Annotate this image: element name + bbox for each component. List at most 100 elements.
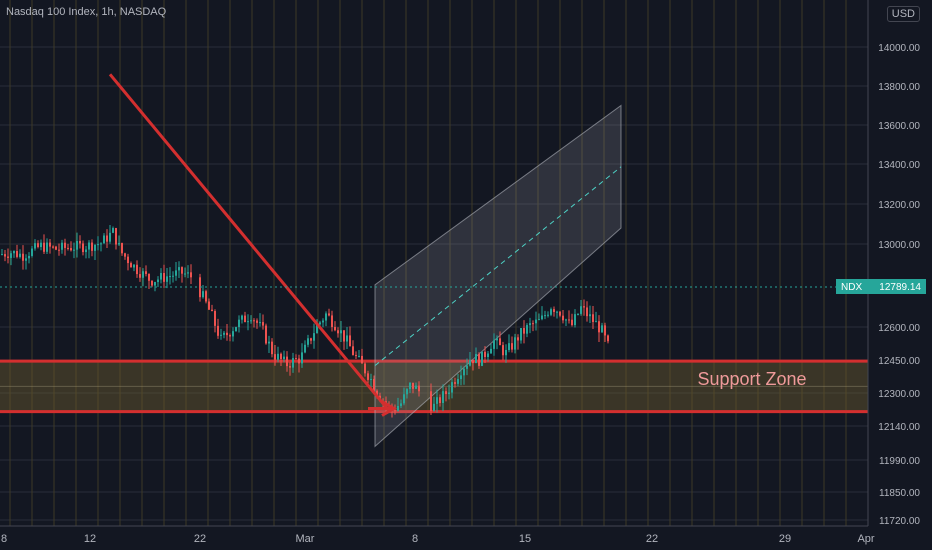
candle-body (442, 391, 444, 404)
candle-body (256, 320, 258, 323)
candle-body (172, 275, 174, 277)
candle-174 (538, 313, 540, 321)
price-label-badge: NDX 12789.14 (836, 279, 926, 294)
candle-body (52, 246, 54, 248)
candle-16 (49, 238, 51, 254)
candle-167 (517, 334, 519, 350)
candle-body (274, 354, 276, 360)
candle-132 (403, 387, 405, 406)
candle-body (25, 258, 27, 261)
candle-body (478, 354, 480, 366)
candle-154 (478, 352, 480, 369)
candle-body (520, 328, 522, 341)
candle-body (70, 248, 72, 251)
candle-body (4, 254, 6, 257)
candle-body (106, 235, 108, 242)
candle-body (10, 253, 12, 258)
candle-body (262, 322, 264, 326)
currency-badge[interactable]: USD (886, 6, 920, 22)
candle-75 (232, 327, 234, 342)
candle-body (235, 327, 237, 332)
price-tick-3: 13400.00 (878, 160, 920, 171)
candle-body (364, 363, 366, 374)
price-tick-0: 14000.00 (878, 43, 920, 54)
candle-body (448, 392, 450, 395)
candle-body (184, 273, 186, 275)
price-tick-6: 12600.00 (878, 323, 920, 334)
candle-79 (244, 311, 246, 323)
candle-body (64, 242, 66, 248)
candle-body (82, 243, 84, 253)
candle-66 (205, 289, 207, 304)
candle-body (511, 343, 513, 350)
candle-82 (253, 318, 255, 328)
candle-body (127, 256, 129, 264)
candle-body (232, 331, 234, 337)
candle-body (484, 351, 486, 358)
candle-56 (169, 267, 171, 285)
candle-100 (307, 334, 309, 348)
candle-6 (19, 249, 21, 259)
candle-183 (565, 318, 567, 327)
candle-12 (37, 240, 39, 249)
candle-body (115, 228, 117, 245)
candle-body (7, 256, 9, 258)
candle-30 (91, 239, 93, 257)
candle-body (445, 391, 447, 395)
candle-115 (352, 340, 354, 356)
candle-166 (514, 333, 516, 354)
candle-body (304, 344, 306, 353)
time-axis[interactable]: 8 12 22 Mar 8 15 22 29 Apr (0, 525, 932, 550)
candle-body (31, 248, 33, 256)
candle-body (298, 358, 300, 364)
candle-body (85, 249, 87, 253)
trend-arrow (108, 73, 397, 417)
candle-15 (46, 238, 48, 254)
candle-body (43, 242, 45, 252)
candle-body (313, 333, 315, 341)
candle-131 (400, 399, 402, 409)
candle-body (415, 385, 417, 389)
candle-58 (175, 261, 177, 281)
candle-body (367, 373, 369, 380)
candle-51 (154, 281, 156, 292)
candle-1 (4, 250, 6, 262)
candle-body (58, 249, 60, 251)
candle-body (577, 313, 579, 315)
candle-body (163, 273, 165, 282)
candle-36 (109, 224, 111, 244)
candle-133 (406, 388, 408, 399)
candle-99 (304, 340, 306, 354)
candle-158 (490, 343, 492, 354)
candle-35 (106, 229, 108, 249)
price-tick-8: 12300.00 (878, 389, 920, 400)
candle-body (466, 365, 468, 369)
candle-68 (211, 304, 213, 312)
candle-body (562, 315, 564, 321)
candle-body (145, 271, 147, 274)
candle-body (328, 313, 330, 316)
candle-body (286, 356, 288, 367)
candle-body (490, 348, 492, 354)
candle-body (166, 276, 168, 282)
candle-body (517, 337, 519, 341)
candle-86 (265, 323, 267, 345)
candle-body (124, 253, 126, 257)
candle-body (151, 280, 153, 286)
candle-39 (118, 235, 120, 246)
candle-body (214, 311, 216, 326)
candle-45 (136, 260, 138, 278)
candle-body (550, 309, 552, 315)
candle-body (181, 267, 183, 274)
candle-body (439, 397, 441, 404)
candle-body (211, 309, 213, 312)
candle-body (34, 243, 36, 249)
price-axis[interactable]: 14000.00 13800.00 13600.00 13400.00 13200.00… (867, 0, 932, 550)
candle-body (460, 375, 462, 380)
candle-body (580, 306, 582, 314)
candle-body (253, 320, 255, 322)
candle-body (229, 335, 231, 337)
candle-72 (223, 330, 225, 339)
candle-body (244, 315, 246, 323)
